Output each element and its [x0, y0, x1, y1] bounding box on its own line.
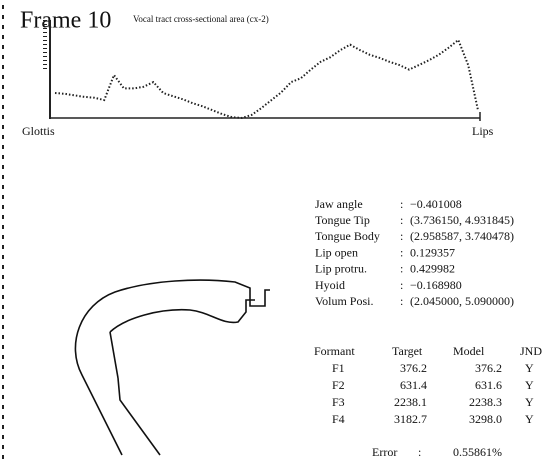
parameter-label: Jaw angle [315, 197, 363, 211]
table-cell: Y [525, 395, 534, 409]
table-cell: 376.2 [475, 361, 502, 375]
error-value: 0.55861% [453, 445, 502, 459]
error-label: Error [372, 445, 397, 459]
parameter-label: Lip protru. [315, 262, 367, 276]
parameter-label: Tongue Tip [315, 213, 370, 227]
table-cell: 2238.3 [469, 395, 502, 409]
parameter-value: 0.429982 [410, 262, 455, 276]
parameter-separator: : [400, 245, 403, 259]
table-cell: Y [525, 378, 534, 392]
table-cell: 3298.0 [469, 412, 502, 426]
page: Frame 10 Vocal tract cross-sectional are… [0, 0, 547, 463]
parameter-value: (3.736150, 4.931845) [410, 213, 514, 227]
parameter-value: −0.168980 [410, 278, 462, 292]
parameter-separator: : [400, 213, 403, 227]
table-cell: 631.4 [400, 378, 427, 392]
area-profile [55, 40, 478, 118]
parameter-value: 0.129357 [410, 245, 455, 259]
table-cell: F1 [332, 361, 345, 375]
table-cell: 631.6 [475, 378, 502, 392]
parameter-separator: : [400, 294, 403, 308]
vocal-tract-shape [75, 280, 270, 455]
table-cell: F2 [332, 378, 345, 392]
parameter-label: Lip open [315, 245, 358, 259]
parameter-separator: : [400, 262, 403, 276]
table-cell: F3 [332, 395, 345, 409]
table-cell: F4 [332, 412, 345, 426]
table-header: Target [392, 344, 423, 358]
tract-inner [110, 300, 255, 455]
table-cell: Y [525, 412, 534, 426]
parameter-label: Tongue Body [315, 229, 380, 243]
table-header: Model [453, 344, 485, 358]
tract-outer [75, 280, 270, 455]
parameter-value: −0.401008 [410, 197, 462, 211]
parameter-list: Jaw angle: −0.401008 Tongue Tip: (3.736150,… [315, 197, 514, 308]
table-cell: 376.2 [400, 361, 427, 375]
tract-pharynx [110, 332, 118, 378]
title: Frame 10 [20, 8, 111, 34]
parameter-separator: : [400, 229, 403, 243]
x-start-label: Glottis [22, 124, 55, 138]
table-cell: 3182.7 [394, 412, 427, 426]
parameter-value: (2.045000, 5.090000) [410, 294, 514, 308]
table-header: Formant [314, 344, 355, 358]
table-header: JND [520, 344, 542, 358]
table-cell: 2238.1 [394, 395, 427, 409]
table-cell: Y [525, 361, 534, 375]
error-separator: : [418, 445, 421, 459]
formant-table: Formant Target Model JND F1 376.2 376.2 Y F2 631.… [314, 344, 542, 426]
subtitle: Vocal tract cross-sectional area (cx-2) [133, 14, 269, 24]
parameter-label: Hyoid [315, 278, 345, 292]
parameter-separator: : [400, 197, 403, 211]
parameter-value: (2.958587, 3.740478) [410, 229, 514, 243]
parameter-separator: : [400, 278, 403, 292]
parameter-label: Volum Posi. [315, 294, 373, 308]
x-end-label: Lips [472, 124, 494, 138]
